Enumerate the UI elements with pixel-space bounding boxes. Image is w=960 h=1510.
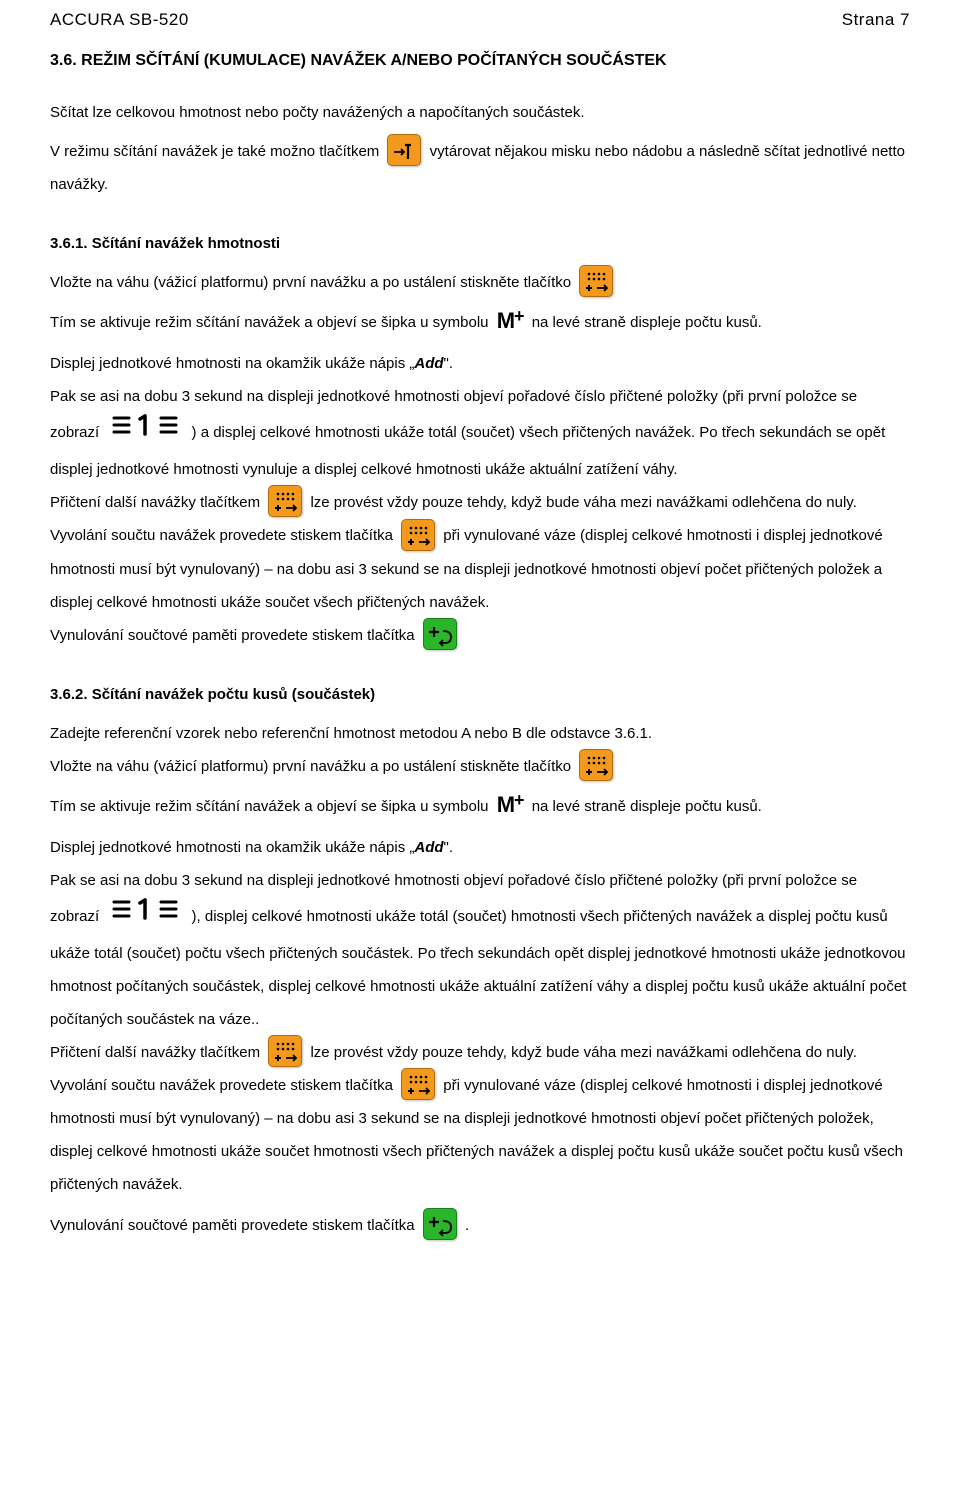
add-label: Add xyxy=(414,839,443,856)
intro-line-2: V režimu sčítání navážek je také možno t… xyxy=(50,135,910,201)
page-number: Strana 7 xyxy=(842,10,910,30)
s361-p5b: lze provést vždy pouze tehdy, když bude … xyxy=(310,494,856,511)
add-button-icon xyxy=(579,749,613,781)
s362-p8-text: Vynulování součtové paměti provedete sti… xyxy=(50,1217,415,1234)
clear-button-icon xyxy=(423,1208,457,1240)
s361-p3-end: ". xyxy=(444,355,454,372)
s362-p7: Vyvolání součtu navážek provedete stiske… xyxy=(50,1069,910,1201)
tare-button-icon xyxy=(387,134,421,166)
subsection-362-title: 3.6.2. Sčítání navážek počtu kusů (součá… xyxy=(50,686,910,703)
s362-p6b: lze provést vždy pouze tehdy, když bude … xyxy=(310,1044,856,1061)
s361-p2a: Tím se aktivuje režim sčítání navážek a … xyxy=(50,314,489,331)
s361-p4: Pak se asi na dobu 3 sekund na displeji … xyxy=(50,380,910,486)
clear-button-icon xyxy=(423,618,457,650)
s362-p3b: na levé straně displeje počtu kusů. xyxy=(532,798,762,815)
intro2-part-a: V režimu sčítání navážek je také možno t… xyxy=(50,143,379,160)
s362-p6: Přičtení další navážky tlačítkem lze pro… xyxy=(50,1036,910,1069)
add-button-icon xyxy=(401,519,435,551)
s361-p6a: Vyvolání součtu navážek provedete stiske… xyxy=(50,527,393,544)
m-plus-symbol: M+ xyxy=(497,297,524,345)
page-header: ACCURA SB-520 Strana 7 xyxy=(50,10,910,30)
s361-p6: Vyvolání součtu navážek provedete stiske… xyxy=(50,519,910,618)
s361-p3: Displej jednotkové hmotnosti na okamžik … xyxy=(50,347,910,380)
product-name: ACCURA SB-520 xyxy=(50,10,189,30)
add-button-icon xyxy=(401,1068,435,1100)
add-button-icon xyxy=(268,1035,302,1067)
s362-p2-text: Vložte na váhu (vážicí platformu) první … xyxy=(50,758,571,775)
s362-p4-end: ". xyxy=(444,839,454,856)
s361-p1-text: Vložte na váhu (vážicí platformu) první … xyxy=(50,274,571,291)
s362-p6a: Přičtení další navážky tlačítkem xyxy=(50,1044,260,1061)
s362-p7b: při vynulované váze (displej celkové hmo… xyxy=(50,1077,903,1193)
section-title: 3.6. REŽIM SČÍTÁNÍ (KUMULACE) NAVÁŽEK A/… xyxy=(50,52,910,70)
s361-p3-text: Displej jednotkové hmotnosti na okamžik … xyxy=(50,355,414,372)
s362-p5: Pak se asi na dobu 3 sekund na displeji … xyxy=(50,864,910,1036)
display-digit-1-icon xyxy=(109,411,181,451)
s362-p7a: Vyvolání součtu navážek provedete stiske… xyxy=(50,1077,393,1094)
document-page: ACCURA SB-520 Strana 7 3.6. REŽIM SČÍTÁN… xyxy=(0,0,960,1282)
s362-p8-end: . xyxy=(465,1217,469,1234)
s361-p5: Přičtení další navážky tlačítkem lze pro… xyxy=(50,486,910,519)
s362-p1: Zadejte referenční vzorek nebo referenčn… xyxy=(50,717,910,750)
s361-p2: Tím se aktivuje režim sčítání navážek a … xyxy=(50,299,910,347)
s361-p2b: na levé straně displeje počtu kusů. xyxy=(532,314,762,331)
s361-p7-text: Vynulování součtové paměti provedete sti… xyxy=(50,627,415,644)
display-digit-1-icon xyxy=(109,895,181,935)
s362-p2: Vložte na váhu (vážicí platformu) první … xyxy=(50,750,910,783)
s362-p4-text: Displej jednotkové hmotnosti na okamžik … xyxy=(50,839,414,856)
s362-p3: Tím se aktivuje režim sčítání navážek a … xyxy=(50,783,910,831)
add-label: Add xyxy=(414,355,443,372)
s362-p3a: Tím se aktivuje režim sčítání navážek a … xyxy=(50,798,489,815)
s361-p1: Vložte na váhu (vážicí platformu) první … xyxy=(50,266,910,299)
m-plus-symbol: M+ xyxy=(497,781,524,829)
subsection-361-title: 3.6.1. Sčítání navážek hmotnosti xyxy=(50,235,910,252)
s362-p8: Vynulování součtové paměti provedete sti… xyxy=(50,1209,910,1242)
s361-p5a: Přičtení další navážky tlačítkem xyxy=(50,494,260,511)
add-button-icon xyxy=(579,265,613,297)
s362-p4: Displej jednotkové hmotnosti na okamžik … xyxy=(50,831,910,864)
s361-p7: Vynulování součtové paměti provedete sti… xyxy=(50,619,910,652)
add-button-icon xyxy=(268,485,302,517)
intro-line-1: Sčítat lze celkovou hmotnost nebo počty … xyxy=(50,96,910,129)
